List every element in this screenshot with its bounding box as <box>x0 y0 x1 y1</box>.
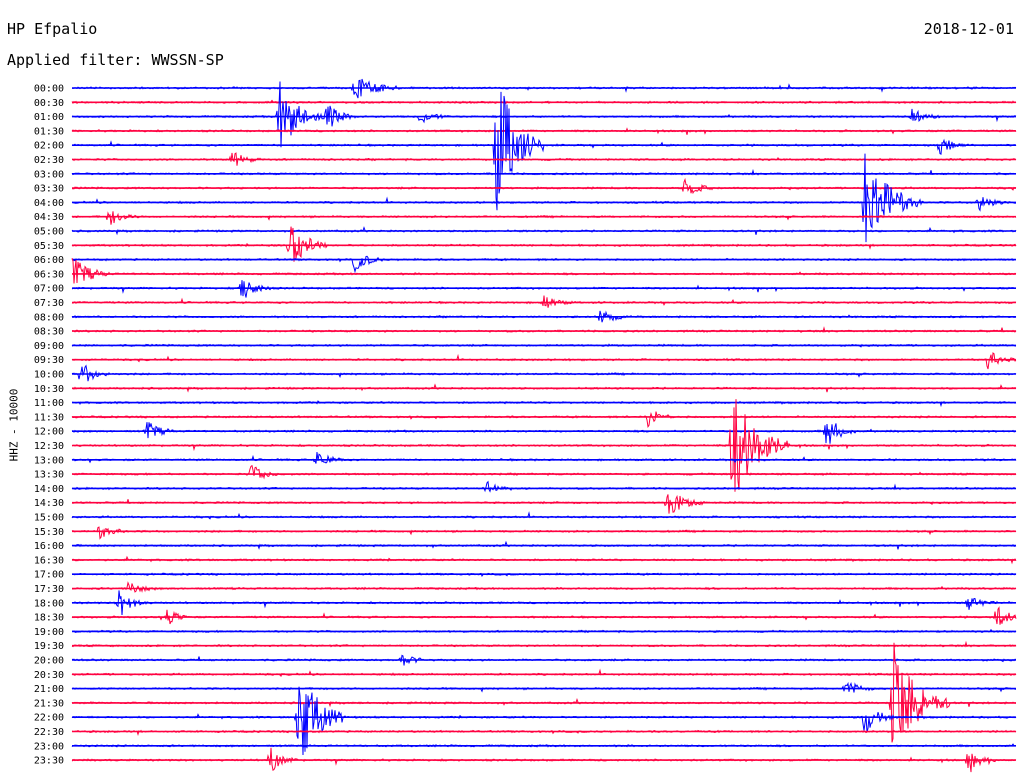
tick-label-1600: 16:00 <box>34 541 64 552</box>
trace-2200 <box>71 686 1017 756</box>
tick-label-2300: 23:00 <box>34 741 64 752</box>
tick-label-1400: 14:00 <box>34 484 64 495</box>
applied-filter: Applied filter: WWSSN-SP <box>7 51 224 69</box>
trace-0330 <box>72 177 1017 195</box>
tick-label-1800: 18:00 <box>34 598 64 609</box>
tick-label-0630: 06:30 <box>34 269 64 280</box>
trace-1330 <box>71 464 1017 480</box>
trace-0930 <box>71 352 1017 370</box>
tick-label-2030: 20:30 <box>34 670 64 681</box>
tick-label-1730: 17:30 <box>34 584 64 595</box>
trace-0200 <box>71 91 1017 211</box>
tick-label-1330: 13:30 <box>34 470 64 481</box>
tick-label-1200: 12:00 <box>34 427 64 438</box>
tick-label-0130: 01:30 <box>34 126 64 137</box>
trace-1130 <box>71 411 1017 428</box>
tick-label-1230: 12:30 <box>34 441 64 452</box>
tick-label-1100: 11:00 <box>34 398 64 409</box>
tick-label-0400: 04:00 <box>34 198 64 209</box>
tick-label-0830: 08:30 <box>34 327 64 338</box>
trace-0100 <box>71 81 1017 148</box>
tick-label-0430: 04:30 <box>34 212 64 223</box>
trace-1530 <box>71 526 1017 540</box>
tick-label-1000: 10:00 <box>34 370 64 381</box>
tick-label-1030: 10:30 <box>34 384 64 395</box>
tick-label-0900: 09:00 <box>34 341 64 352</box>
tick-label-1900: 19:00 <box>34 627 64 638</box>
trace-0400 <box>71 153 1017 243</box>
tick-label-1300: 13:00 <box>34 455 64 466</box>
tick-label-0800: 08:00 <box>34 312 64 323</box>
trace-0530 <box>71 226 1017 262</box>
tick-label-1500: 15:00 <box>34 513 64 524</box>
tick-label-0330: 03:30 <box>34 184 64 195</box>
tick-label-1430: 14:30 <box>34 498 64 509</box>
tick-label-0730: 07:30 <box>34 298 64 309</box>
tick-label-0300: 03:00 <box>34 169 64 180</box>
time-tick-labels: 00:00 00:30 01:00 01:30 02:00 02:30 03:00 03:30… <box>34 84 64 767</box>
tick-label-0000: 00:00 <box>34 84 64 95</box>
tick-label-2230: 22:30 <box>34 727 64 738</box>
trace-0630 <box>71 258 1017 284</box>
tick-label-2330: 23:30 <box>34 756 64 767</box>
tick-label-1130: 11:30 <box>34 412 64 423</box>
tick-label-1630: 16:30 <box>34 555 64 566</box>
trace-1200 <box>71 422 1017 444</box>
tick-label-1530: 15:30 <box>34 527 64 538</box>
tick-label-0100: 01:00 <box>34 112 64 123</box>
station-name: HP Efpalio <box>7 20 98 38</box>
seismic-traces <box>71 78 1017 773</box>
trace-0600 <box>71 255 1017 274</box>
record-date: 2018-12-01 <box>923 20 1014 38</box>
tick-label-0700: 07:00 <box>34 284 64 295</box>
tick-label-0230: 02:30 <box>34 155 64 166</box>
tick-label-1930: 19:30 <box>34 641 64 652</box>
trace-1730 <box>72 581 1017 593</box>
trace-1830 <box>71 606 1017 625</box>
trace-0430 <box>71 211 1017 225</box>
tick-label-2130: 21:30 <box>34 698 64 709</box>
tick-label-0500: 05:00 <box>34 227 64 238</box>
trace-1430 <box>71 494 1017 514</box>
tick-label-1830: 18:30 <box>34 613 64 624</box>
tick-label-2100: 21:00 <box>34 684 64 695</box>
trace-0730 <box>71 295 1017 308</box>
trace-2030 <box>71 668 1017 677</box>
trace-1300 <box>71 451 1017 464</box>
tick-label-2000: 20:00 <box>34 656 64 667</box>
tick-label-1700: 17:00 <box>34 570 64 581</box>
tick-label-0600: 06:00 <box>34 255 64 266</box>
trace-2130 <box>71 642 1016 743</box>
trace-1400 <box>71 480 1017 493</box>
tick-label-0030: 00:30 <box>34 98 64 109</box>
trace-0130 <box>71 127 1017 135</box>
tick-label-2200: 22:00 <box>34 713 64 724</box>
tick-label-0200: 02:00 <box>34 141 64 152</box>
tick-label-0930: 09:30 <box>34 355 64 366</box>
trace-1500 <box>71 511 1017 520</box>
tick-label-0530: 05:30 <box>34 241 64 252</box>
